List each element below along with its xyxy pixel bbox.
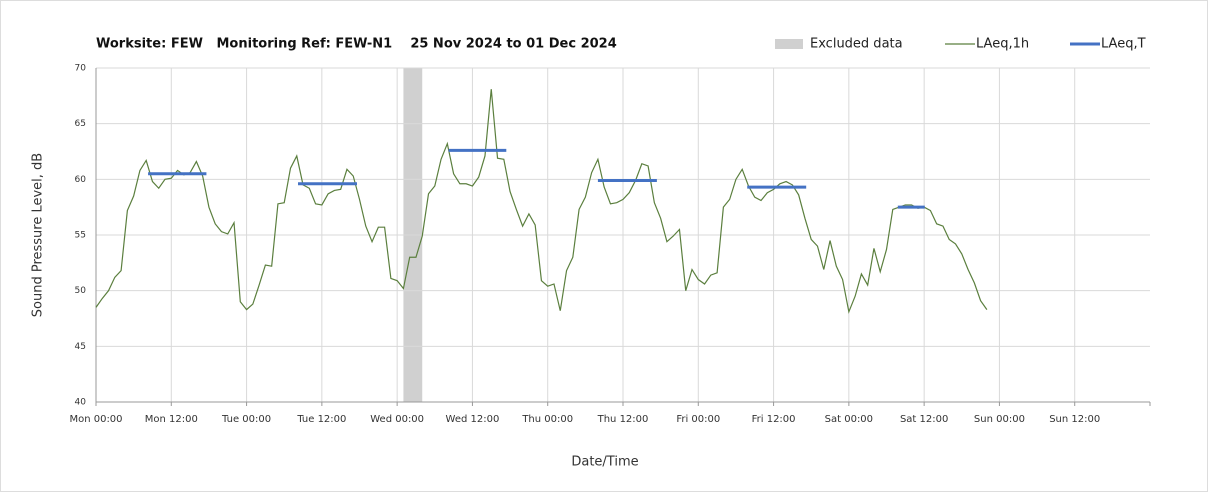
x-tick-label: Wed 00:00 bbox=[370, 414, 424, 425]
x-tick-label: Sat 00:00 bbox=[825, 414, 873, 425]
y-tick-label: 70 bbox=[75, 64, 87, 74]
y-tick-label: 65 bbox=[75, 119, 86, 129]
y-axis-label: Sound Pressure Level, dB bbox=[31, 153, 46, 317]
y-tick-label: 40 bbox=[75, 398, 87, 408]
legend-label: LAeq,1h bbox=[976, 37, 1029, 52]
x-tick-label: Sun 00:00 bbox=[974, 414, 1025, 425]
y-tick-label: 50 bbox=[75, 286, 87, 296]
series-line bbox=[95, 89, 988, 314]
x-tick-label: Thu 00:00 bbox=[521, 414, 573, 425]
x-axis-label: Date/Time bbox=[571, 455, 638, 470]
legend-swatch bbox=[775, 39, 803, 49]
x-tick-label: Fri 00:00 bbox=[676, 414, 720, 425]
y-tick-label: 45 bbox=[75, 342, 86, 352]
x-tick-label: Mon 12:00 bbox=[145, 414, 198, 425]
legend-label: Excluded data bbox=[810, 37, 903, 52]
y-tick-label: 55 bbox=[75, 231, 86, 241]
x-tick-label: Sun 12:00 bbox=[1049, 414, 1100, 425]
chart-title: Worksite: FEW Monitoring Ref: FEW-N1 25 … bbox=[96, 37, 617, 52]
x-tick-label: Fri 12:00 bbox=[752, 414, 796, 425]
x-tick-label: Thu 12:00 bbox=[597, 414, 649, 425]
y-tick-label: 60 bbox=[75, 175, 87, 185]
x-tick-label: Tue 12:00 bbox=[296, 414, 346, 425]
legend-label: LAeq,T bbox=[1101, 37, 1146, 52]
x-tick-label: Mon 00:00 bbox=[69, 414, 122, 425]
x-tick-label: Sat 12:00 bbox=[900, 414, 948, 425]
x-tick-label: Tue 00:00 bbox=[221, 414, 271, 425]
x-tick-label: Wed 12:00 bbox=[446, 414, 500, 425]
